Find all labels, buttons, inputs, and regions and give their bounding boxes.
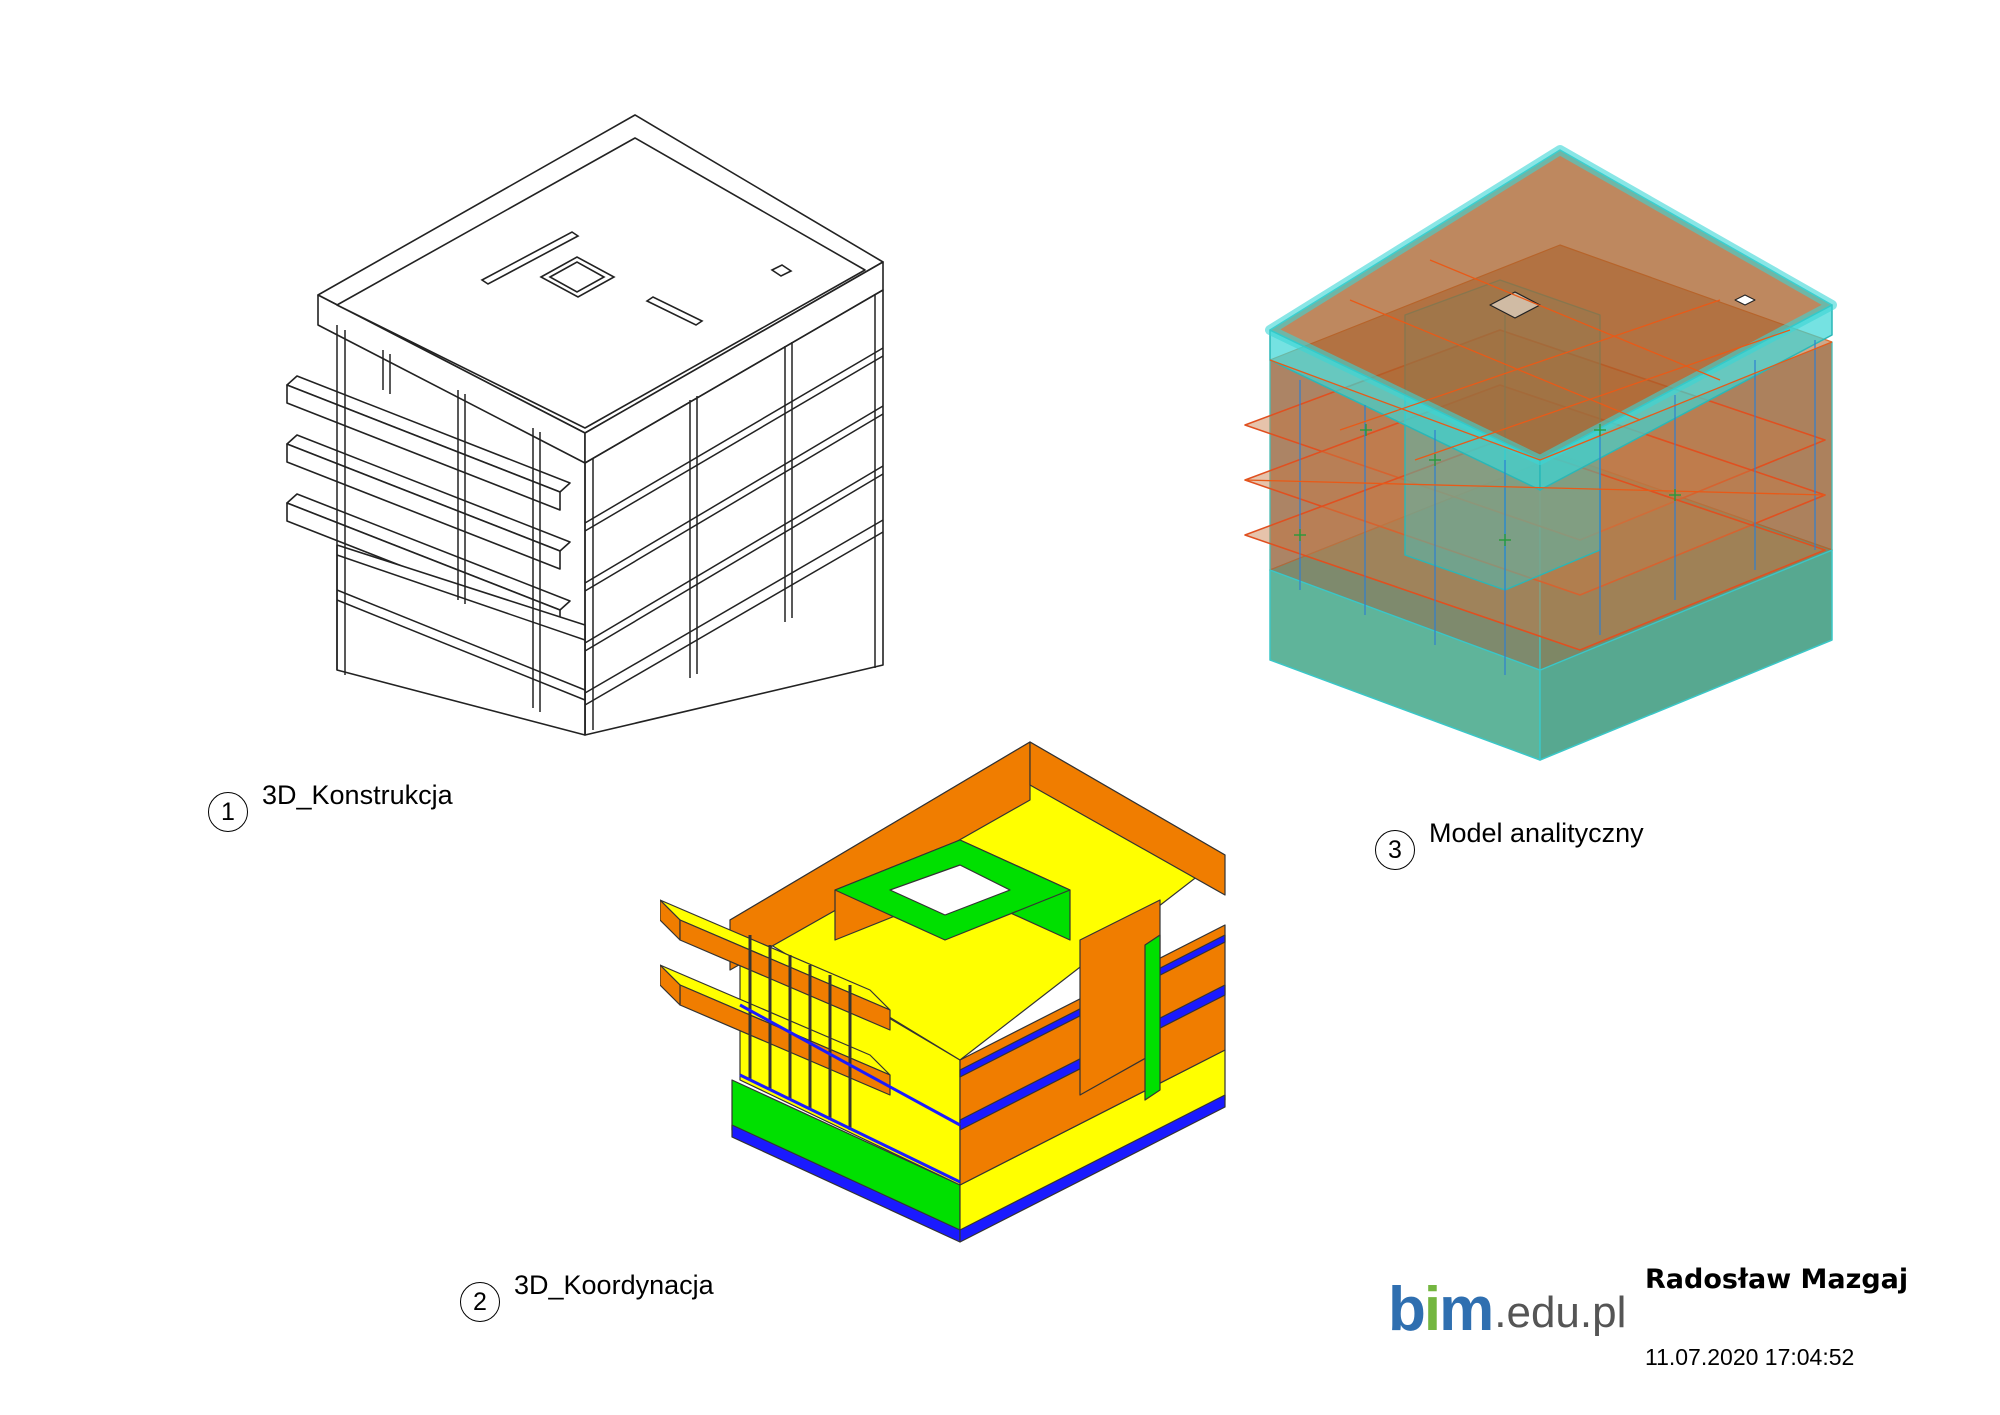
view-label-1: 1 3D_Konstrukcja (208, 780, 453, 832)
view-model-analityczny (1244, 145, 1837, 761)
bim-edu-logo: b i m .edu.pl (1388, 1277, 1626, 1341)
roof-opening (770, 264, 793, 277)
logo-letter-m: m (1439, 1275, 1494, 1344)
view-title-konstrukcja: 3D_Konstrukcja (262, 780, 453, 810)
view-3d-konstrukcja (286, 114, 884, 736)
view-title-koordynacja: 3D_Koordynacja (514, 1270, 714, 1300)
logo-letter-i: i (1423, 1275, 1441, 1344)
analytical-beams (1244, 259, 1833, 496)
roof-opening (480, 231, 580, 285)
roof-opening (645, 296, 704, 326)
author-name: Radosław Mazgaj (1645, 1264, 1909, 1295)
roof-opening (1734, 294, 1756, 306)
analytical-nodes (1294, 424, 1681, 546)
view-number-1: 1 (208, 792, 248, 832)
print-timestamp: 11.07.2020 17:04:52 (1645, 1344, 1855, 1370)
view-label-2: 2 3D_Koordynacja (460, 1270, 714, 1322)
logo-letter-b: b (1388, 1275, 1426, 1344)
view-3d-koordynacja (660, 741, 1226, 1243)
view-title-model-analityczny: Model analityczny (1429, 818, 1644, 848)
logo-domain: .edu.pl (1494, 1288, 1627, 1337)
view-number-2: 2 (460, 1282, 500, 1322)
facade-fins (748, 935, 852, 1130)
view-label-3: 3 Model analityczny (1375, 818, 1644, 870)
floor-plane (1244, 439, 1826, 651)
view-number-3: 3 (1375, 830, 1415, 870)
